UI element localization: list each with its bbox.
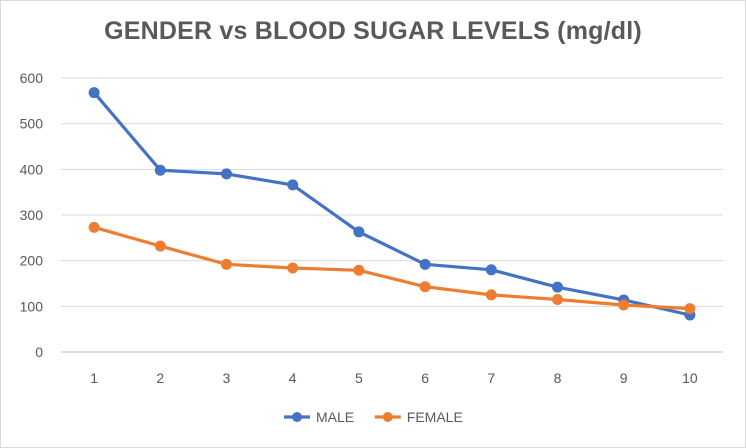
- x-tick-label: 7: [487, 370, 495, 386]
- y-tick-label: 500: [20, 116, 44, 132]
- data-point-male: [154, 164, 166, 176]
- chart-title: GENDER vs BLOOD SUGAR LEVELS (mg/dl): [104, 17, 642, 45]
- y-tick-label: 100: [20, 298, 44, 314]
- data-point-male: [88, 87, 100, 99]
- y-tick-label: 600: [20, 70, 44, 86]
- legend-marker-female: [382, 412, 393, 422]
- legend-marker-male: [292, 412, 302, 422]
- legend-label-male: MALE: [316, 409, 354, 425]
- data-point-male: [485, 264, 497, 276]
- x-tick-label: 8: [554, 370, 562, 386]
- y-tick-label: 300: [20, 207, 44, 223]
- series-line-female: [92, 225, 692, 311]
- data-point-male: [221, 168, 232, 180]
- series-line-male: [92, 90, 692, 317]
- y-tick-label: 400: [20, 161, 44, 177]
- x-tick-label: 9: [620, 370, 628, 386]
- y-tick-label: 0: [35, 344, 43, 360]
- data-point-male: [287, 179, 299, 191]
- data-point-female: [552, 293, 563, 305]
- x-tick-label: 1: [90, 370, 98, 386]
- data-point-female: [154, 240, 166, 252]
- data-point-female: [419, 281, 431, 293]
- legend-label-female: FEMALE: [407, 409, 463, 425]
- data-point-female: [88, 221, 100, 233]
- x-tick-label: 4: [289, 370, 297, 386]
- x-tick-label: 10: [682, 370, 698, 386]
- x-tick-label: 2: [156, 370, 164, 386]
- data-point-female: [287, 262, 299, 274]
- data-point-female: [485, 289, 497, 301]
- data-point-male: [419, 258, 431, 270]
- x-tick-label: 5: [355, 370, 363, 386]
- data-point-male: [552, 281, 563, 293]
- y-tick-label: 200: [20, 253, 44, 269]
- x-tick-label: 6: [421, 370, 429, 386]
- x-tick-label: 3: [223, 370, 231, 386]
- data-point-female: [618, 299, 630, 311]
- data-point-female: [221, 258, 232, 270]
- data-point-female: [684, 303, 696, 315]
- data-point-female: [353, 264, 365, 276]
- data-point-male: [353, 226, 365, 238]
